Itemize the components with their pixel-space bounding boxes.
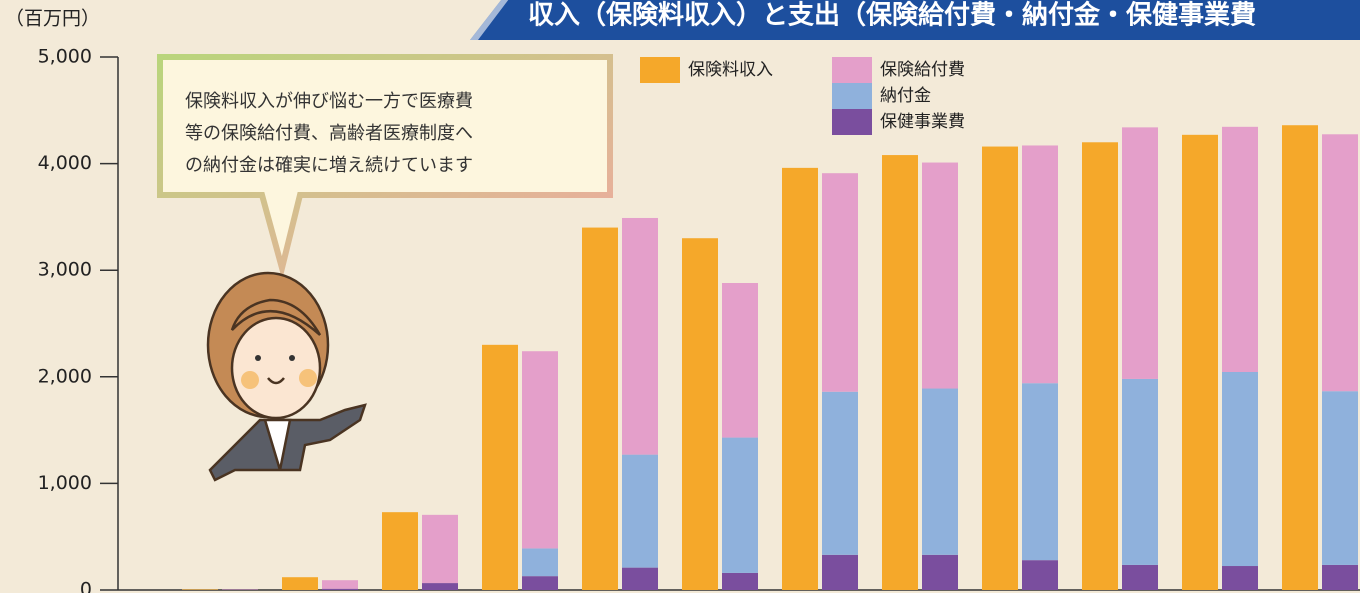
bar xyxy=(1182,135,1218,590)
stacked-bar-segment xyxy=(722,573,758,590)
chart-title: 収入（保険料収入）と支出（保険給付費・納付金・保健事業費 xyxy=(528,0,1256,31)
stacked-bar-segment xyxy=(622,218,658,455)
bar xyxy=(1082,142,1118,590)
stacked-bar-segment xyxy=(922,555,958,590)
stacked-bar-segment xyxy=(722,283,758,438)
stacked-bar-segment xyxy=(822,392,858,555)
stacked-bar-segment xyxy=(1022,145,1058,383)
stacked-bar-segment xyxy=(822,555,858,590)
y-tick-label: 1,000 xyxy=(38,472,92,494)
unit-label: （百万円） xyxy=(5,8,100,30)
stacked-bar-segment xyxy=(1022,560,1058,590)
stacked-bar-segment xyxy=(522,548,558,576)
stacked-bar-segment xyxy=(1222,372,1258,566)
legend-swatch xyxy=(832,57,872,83)
stacked-bar-segment xyxy=(422,515,458,583)
stacked-bar-segment xyxy=(1122,379,1158,565)
bar xyxy=(782,168,818,590)
bar xyxy=(182,589,218,590)
stacked-bar-segment xyxy=(722,438,758,573)
bar xyxy=(482,345,518,590)
stacked-bar-segment xyxy=(922,163,958,389)
stacked-bar-segment xyxy=(322,580,358,589)
stacked-bar-segment xyxy=(1022,383,1058,560)
stacked-bar-segment xyxy=(322,589,358,590)
stacked-bar-segment xyxy=(522,351,558,548)
stacked-bar-segment xyxy=(422,583,458,590)
stacked-bar-segment xyxy=(1222,566,1258,590)
y-tick-label: 5,000 xyxy=(38,46,92,68)
annotation-line: 等の保険給付費、高齢者医療制度へ xyxy=(185,123,473,144)
stacked-bar-segment xyxy=(1322,565,1358,590)
y-tick-label: 4,000 xyxy=(38,152,92,174)
stacked-bar-segment xyxy=(622,455,658,568)
stacked-bar-segment xyxy=(622,568,658,590)
bar xyxy=(1282,125,1318,590)
annotation-line: 保険料収入が伸び悩む一方で医療費 xyxy=(185,91,473,112)
legend-label: 保健事業費 xyxy=(880,112,965,132)
y-tick-label: 0 xyxy=(80,579,92,593)
chart: 収入（保険料収入）と支出（保険給付費・納付金・保健事業費 （百万円） 保険料収入… xyxy=(0,0,1360,593)
legend-swatch xyxy=(832,109,872,135)
stacked-bar-segment xyxy=(1122,127,1158,379)
stacked-bar-segment xyxy=(922,389,958,555)
bar xyxy=(382,512,418,590)
stacked-bar-segment xyxy=(822,173,858,392)
bar xyxy=(282,577,318,590)
legend-label: 保険給付費 xyxy=(880,60,965,80)
stacked-bar-segment xyxy=(1322,391,1358,565)
stacked-bar-segment xyxy=(1322,134,1358,391)
stacked-bar-segment xyxy=(1222,127,1258,372)
stacked-bar-segment xyxy=(522,576,558,590)
y-tick-label: 2,000 xyxy=(38,365,92,387)
legend-swatch xyxy=(832,83,872,109)
stacked-bar-segment xyxy=(1122,565,1158,590)
bar xyxy=(582,228,618,590)
legend-swatch xyxy=(640,57,680,83)
legend-label: 納付金 xyxy=(880,86,931,106)
annotation-line: の納付金は確実に増え続けています xyxy=(185,155,473,176)
legend-label: 保険料収入 xyxy=(688,60,773,80)
y-tick-label: 3,000 xyxy=(38,259,92,281)
bar xyxy=(682,238,718,590)
bar xyxy=(882,155,918,590)
bar xyxy=(982,147,1018,590)
